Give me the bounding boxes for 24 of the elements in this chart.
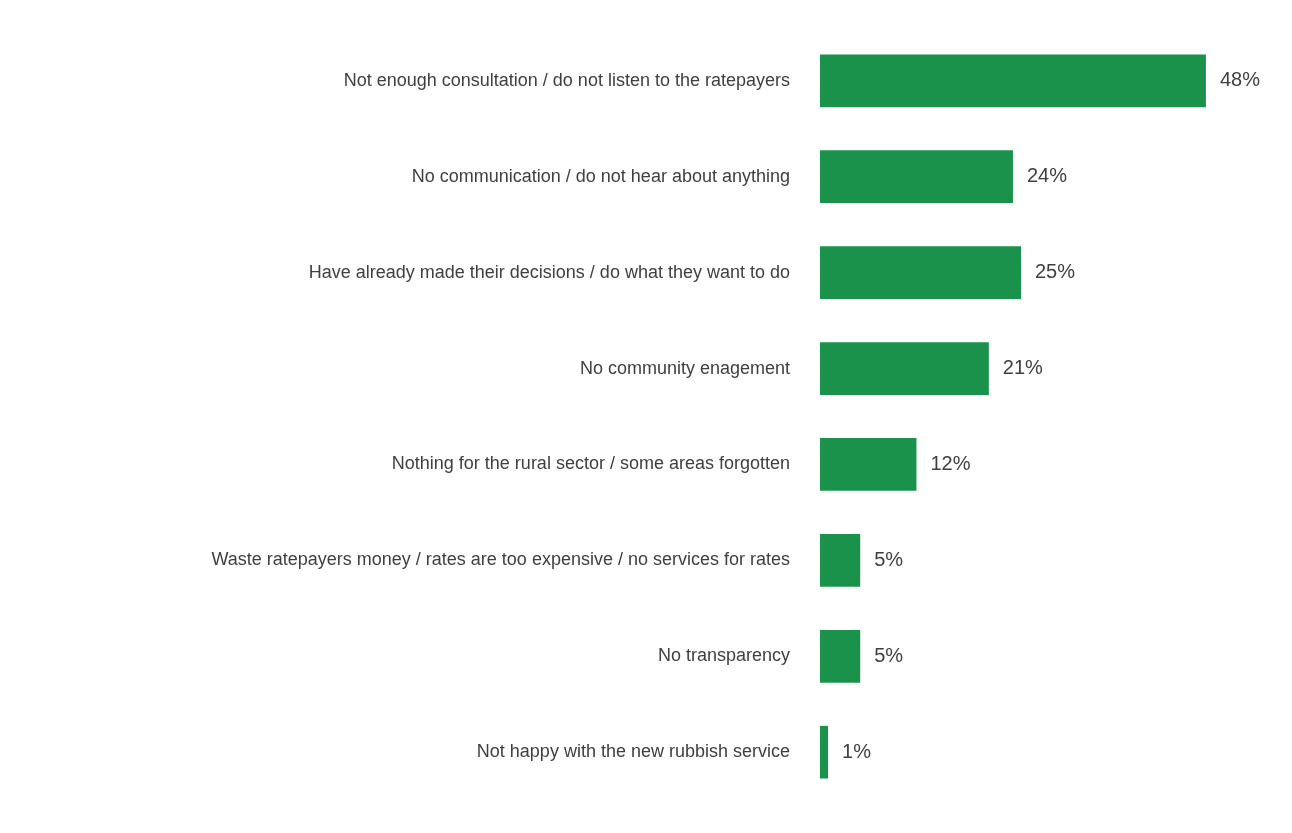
data-label: 25% xyxy=(1035,260,1076,283)
bar xyxy=(820,534,861,587)
y-tick-label: No communication / do not hear about anything xyxy=(411,165,790,186)
data-label: 1% xyxy=(842,739,872,762)
y-tick-label: Waste ratepayers money / rates are too expensive / no services for rates xyxy=(211,549,790,570)
bar xyxy=(820,342,989,395)
y-tick-label: Nothing for the rural sector / some areas forgotten xyxy=(391,453,790,474)
y-tick-label: Have already made their decisions / do what they want to do xyxy=(308,261,790,282)
data-label: 48% xyxy=(1219,68,1261,91)
data-label: 21% xyxy=(1002,356,1044,379)
data-label: 24% xyxy=(1026,164,1068,187)
data-label: 12% xyxy=(930,451,971,474)
bar xyxy=(820,438,917,491)
data-label: 5% xyxy=(874,547,904,570)
bar xyxy=(820,629,861,683)
y-tick-label: Not enough consultation / do not listen to the ratepayers xyxy=(343,69,790,90)
y-tick-label: No transparency xyxy=(657,645,790,666)
y-tick-label: Not happy with the new rubbish service xyxy=(476,741,790,762)
bar xyxy=(820,246,1021,299)
bar xyxy=(820,725,829,779)
y-tick-label: No community enagement xyxy=(579,357,790,378)
data-label: 5% xyxy=(874,643,904,666)
bar xyxy=(820,150,1013,204)
bar xyxy=(820,54,1206,108)
